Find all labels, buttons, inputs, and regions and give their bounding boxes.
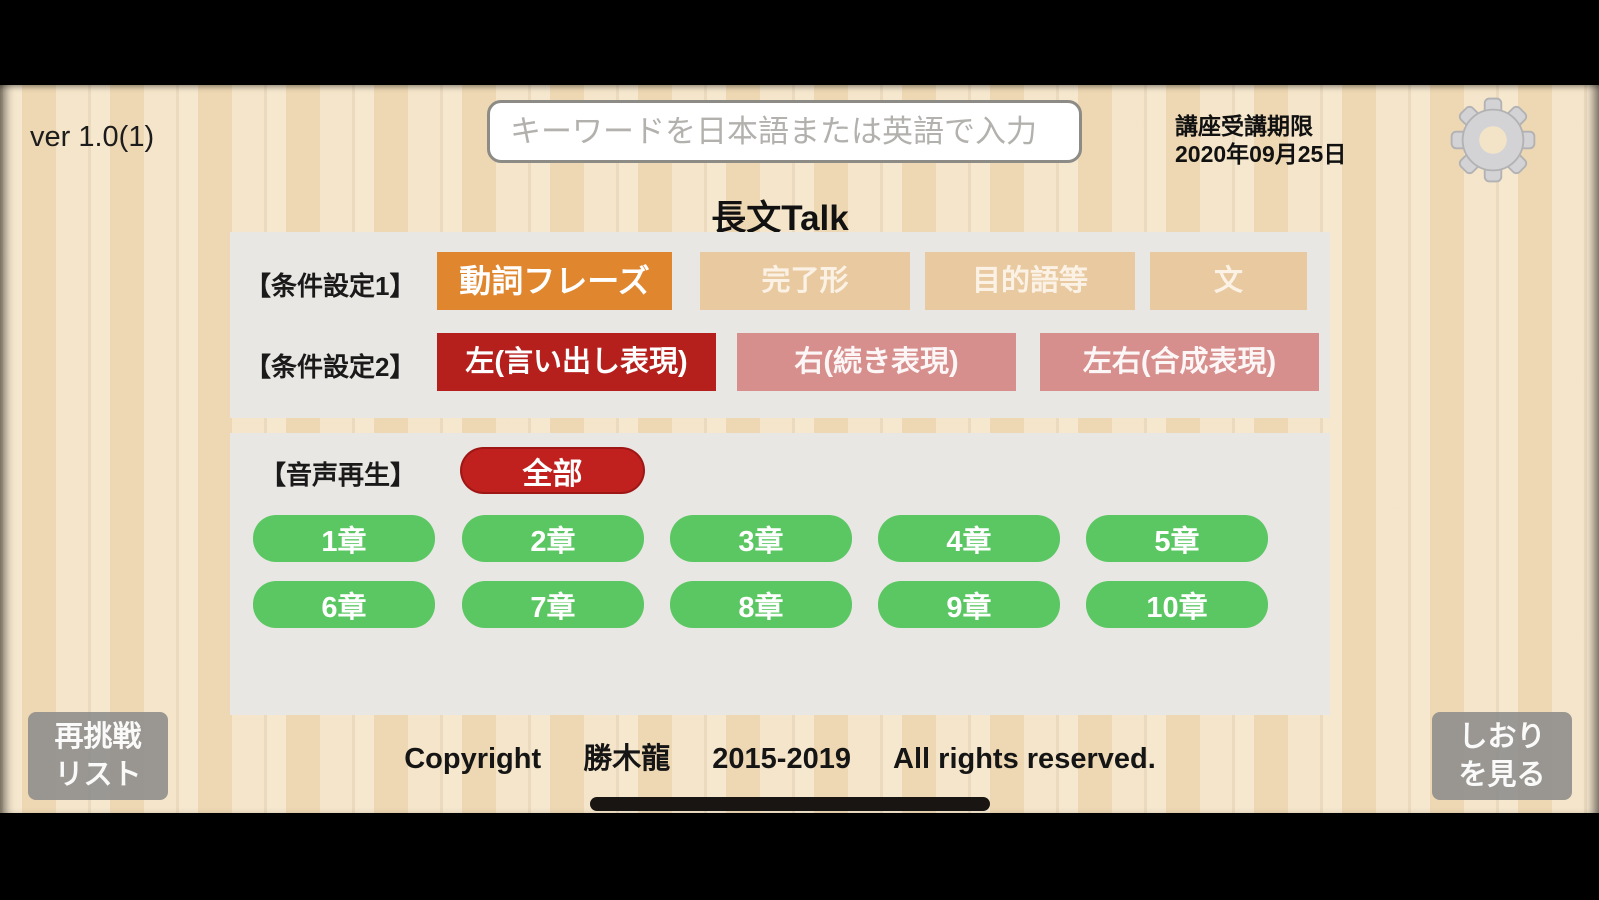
deadline-title: 講座受講期限: [1175, 113, 1313, 139]
retry-list-button[interactable]: 再挑戦 リスト: [28, 712, 168, 800]
chapter-button-10[interactable]: 10章: [1086, 581, 1268, 628]
copyright-word: Copyright: [404, 743, 542, 775]
copyright-rights: All rights reserved.: [893, 743, 1156, 775]
condition2-label: 【条件設定2】: [245, 352, 416, 382]
chapter-button-1[interactable]: 1章: [253, 515, 435, 562]
keyword-search-input[interactable]: [487, 100, 1082, 163]
deadline-date: 2020年09月25日: [1175, 141, 1347, 167]
chapter-button-8[interactable]: 8章: [670, 581, 852, 628]
condition1-option-perfect-form[interactable]: 完了形: [700, 252, 910, 310]
chapter-button-2[interactable]: 2章: [462, 515, 644, 562]
chapter-button-7[interactable]: 7章: [462, 581, 644, 628]
retry-list-line1: 再挑戦: [54, 721, 142, 753]
audio-playback-label: 【音声再生】: [260, 460, 417, 490]
chapter-button-3[interactable]: 3章: [670, 515, 852, 562]
condition1-label: 【条件設定1】: [245, 271, 416, 301]
chapter-button-6[interactable]: 6章: [253, 581, 435, 628]
gear-icon: [1445, 97, 1541, 189]
home-indicator[interactable]: [590, 797, 990, 811]
page-title: 長文Talk: [711, 199, 849, 238]
bottom-letterbox: [0, 813, 1599, 900]
condition2-option-left-expression[interactable]: 左(言い出し表現): [437, 333, 716, 391]
condition2-option-right-expression[interactable]: 右(続き表現): [737, 333, 1016, 391]
view-bookmark-line2: を見る: [1458, 759, 1546, 791]
top-letterbox: [0, 0, 1599, 85]
audio-playback-panel: 【音声再生】 全部 1章 2章 3章 4章 5章 6章 7章 8章 9章 10章: [230, 433, 1330, 715]
copyright-years: 2015-2019: [712, 743, 851, 775]
view-bookmark-line1: しおり: [1458, 721, 1546, 753]
chapter-button-5[interactable]: 5章: [1086, 515, 1268, 562]
copyright-text: Copyright 勝木龍 2015-2019 All rights reser…: [230, 735, 1330, 777]
settings-button[interactable]: [1443, 93, 1543, 189]
view-bookmark-button[interactable]: しおり を見る: [1432, 712, 1572, 800]
retry-list-line2: リスト: [54, 759, 142, 791]
condition-settings-panel: 【条件設定1】 動詞フレーズ 完了形 目的語等 文 【条件設定2】 左(言い出し…: [230, 232, 1330, 418]
copyright-author: 勝木龍: [583, 743, 671, 775]
condition1-option-verb-phrase[interactable]: 動詞フレーズ: [437, 252, 672, 310]
chapter-button-4[interactable]: 4章: [878, 515, 1060, 562]
chapter-button-9[interactable]: 9章: [878, 581, 1060, 628]
course-deadline-label: 講座受講期限 2020年09月25日: [1175, 112, 1346, 168]
condition2-option-both-expression[interactable]: 左右(合成表現): [1040, 333, 1319, 391]
app-screen: ver 1.0(1) 講座受講期限 2020年09月25日: [0, 85, 1599, 813]
condition1-option-object-etc[interactable]: 目的語等: [925, 252, 1135, 310]
version-label: ver 1.0(1): [30, 121, 155, 153]
play-all-button[interactable]: 全部: [460, 447, 645, 494]
condition1-option-sentence[interactable]: 文: [1150, 252, 1307, 310]
